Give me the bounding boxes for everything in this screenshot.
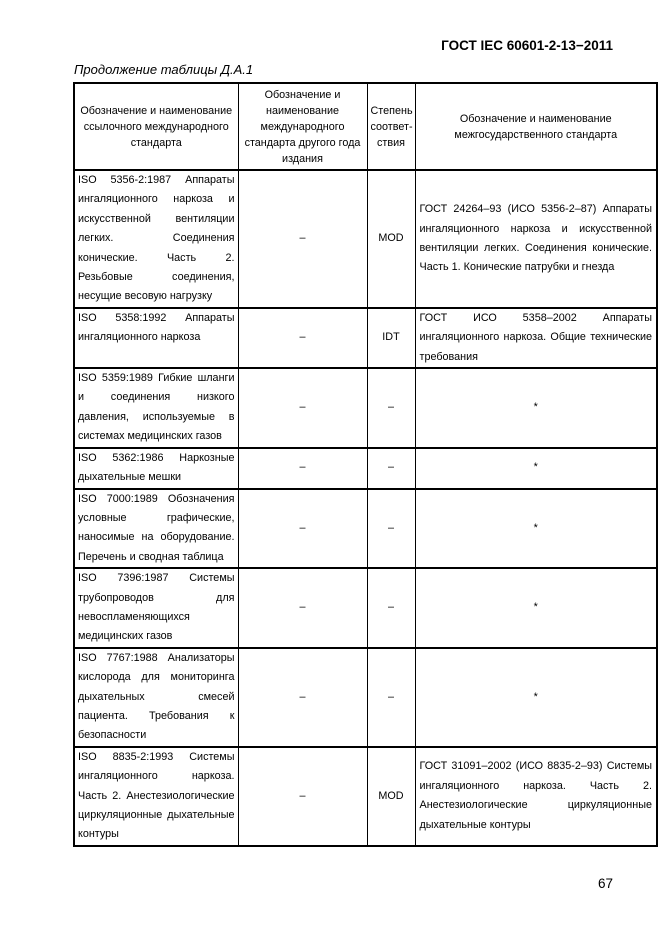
document-code: ГОСТ IEC 60601-2-13−2011 <box>441 38 613 53</box>
conformity-degree-cell: – <box>366 487 416 570</box>
table-header-row: Обозначение и наименование ссылочного ме… <box>73 82 658 171</box>
conformity-degree-cell: IDT <box>366 306 416 370</box>
table-row: ISO 7396:1987 Системы трубопроводов для … <box>73 567 658 649</box>
reference-standard-cell: ISO 7000:1989 Обозначения условные графи… <box>73 487 239 570</box>
interstate-standard-cell: * <box>414 487 658 570</box>
column-header: Обозначение и наименование межгосударств… <box>414 82 658 171</box>
table-row: ISO 5356-2:1987 Аппараты ингаляционного … <box>73 169 658 309</box>
interstate-standard-cell: ГОСТ 31091–2002 (ИСО 8835-2–93) Системы … <box>414 745 658 847</box>
table-row: ISO 7000:1989 Обозначения условные графи… <box>73 487 658 570</box>
other-edition-cell: – <box>237 567 368 649</box>
reference-standard-cell: ISO 8835-2:1993 Системы ингаляционного н… <box>73 745 239 847</box>
other-edition-cell: – <box>237 487 368 570</box>
column-header: Обозначение и наименование международног… <box>237 82 368 171</box>
conformity-degree-cell: – <box>366 567 416 649</box>
conformity-degree-cell: – <box>366 446 416 490</box>
other-edition-cell: – <box>237 367 368 449</box>
page-number: 67 <box>598 876 614 891</box>
conformity-degree-cell: MOD <box>366 745 416 847</box>
table-row: ISO 8835-2:1993 Системы ингаляционного н… <box>73 745 658 847</box>
table-row: ISO 5359:1989 Гибкие шланги и соединения… <box>73 367 658 449</box>
table-row: ISO 7767:1988 Анализаторы кислорода для … <box>73 646 658 748</box>
column-header: Степень соответ-ствия <box>366 82 416 171</box>
other-edition-cell: – <box>237 745 368 847</box>
interstate-standard-cell: * <box>414 446 658 490</box>
other-edition-cell: – <box>237 646 368 748</box>
conformity-degree-cell: – <box>366 367 416 449</box>
column-header: Обозначение и наименование ссылочного ме… <box>73 82 239 171</box>
reference-standard-cell: ISO 7396:1987 Системы трубопроводов для … <box>73 567 239 649</box>
other-edition-cell: – <box>237 446 368 490</box>
other-edition-cell: – <box>237 169 368 309</box>
other-edition-cell: – <box>237 306 368 370</box>
table-row: ISO 5358:1992 Аппараты ингаляционного на… <box>73 306 658 370</box>
reference-standard-cell: ISO 5358:1992 Аппараты ингаляционного на… <box>73 306 239 370</box>
conformity-degree-cell: MOD <box>366 169 416 309</box>
interstate-standard-cell: * <box>414 646 658 748</box>
reference-standard-cell: ISO 5356-2:1987 Аппараты ингаляционного … <box>73 169 239 309</box>
reference-standard-cell: ISO 7767:1988 Анализаторы кислорода для … <box>73 646 239 748</box>
standards-table: Обозначение и наименование ссылочного ме… <box>73 82 658 847</box>
interstate-standard-cell: ГОСТ ИСО 5358–2002 Аппараты ингаляционно… <box>414 306 658 370</box>
conformity-degree-cell: – <box>366 646 416 748</box>
interstate-standard-cell: * <box>414 367 658 449</box>
table-row: ISO 5362:1986 Наркозные дыхательные мешк… <box>73 446 658 490</box>
interstate-standard-cell: * <box>414 567 658 649</box>
reference-standard-cell: ISO 5362:1986 Наркозные дыхательные мешк… <box>73 446 239 490</box>
reference-standard-cell: ISO 5359:1989 Гибкие шланги и соединения… <box>73 367 239 449</box>
interstate-standard-cell: ГОСТ 24264–93 (ИСО 5356-2–87) Аппараты и… <box>414 169 658 309</box>
table-caption: Продолжение таблицы Д.А.1 <box>74 62 254 77</box>
